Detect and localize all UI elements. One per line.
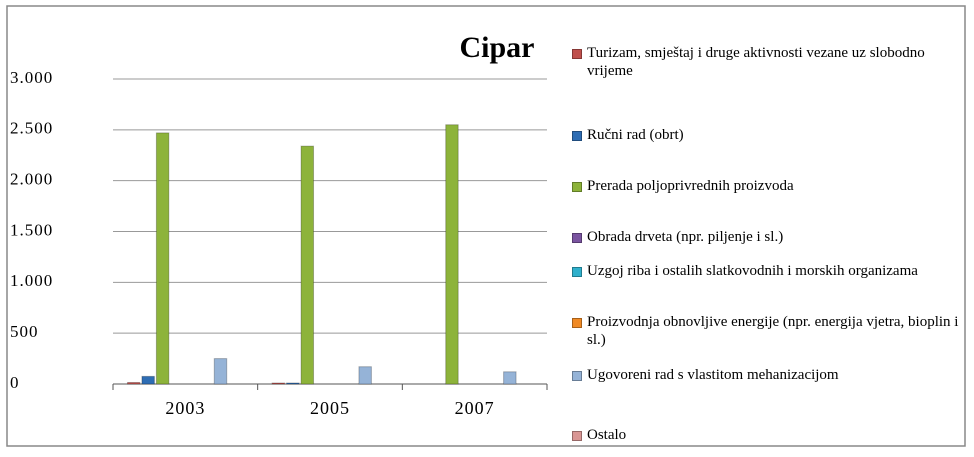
legend-swatch [572, 131, 582, 141]
legend-item: Turizam, smještaj i druge aktivnosti vez… [572, 44, 962, 80]
y-tick-label: 500 [10, 322, 39, 341]
legend-label: Ručni rad (obrt) [587, 127, 684, 143]
legend-label: Prerada poljoprivrednih proizvoda [587, 178, 794, 194]
legend-item: Uzgoj riba i ostalih slatkovodnih i mors… [572, 262, 962, 280]
bar [503, 371, 517, 385]
bar [141, 375, 155, 385]
bar [286, 382, 300, 385]
bar [445, 124, 459, 385]
bar [271, 382, 286, 385]
bar [300, 145, 315, 385]
legend-item: Ručni rad (obrt) [572, 126, 962, 144]
x-tick-label: 2007 [455, 398, 495, 418]
legend-label: Obrada drveta (npr. piljenje i sl.) [587, 229, 784, 245]
chart-title: Cipar [460, 31, 535, 64]
bar [213, 358, 228, 385]
x-tick-label: 2005 [310, 398, 350, 418]
legend-label: Ostalo [587, 427, 627, 443]
legend-item: Ostalo [572, 426, 962, 444]
y-tick-label: 2.500 [10, 119, 53, 138]
y-tick-label: 1.000 [10, 271, 53, 290]
bar [126, 381, 141, 385]
legend-swatch [572, 182, 582, 192]
legend-label: Ugovoreni rad s vlastitom mehanizacijom [587, 367, 839, 383]
bar [155, 132, 170, 385]
y-tick-label: 1.500 [10, 220, 53, 239]
legend-swatch [572, 233, 582, 243]
y-tick-label: 3.000 [10, 68, 53, 87]
legend-swatch [572, 431, 582, 441]
legend-label: Uzgoj riba i ostalih slatkovodnih i mors… [587, 263, 918, 279]
legend-item: Prerada poljoprivrednih proizvoda [572, 177, 962, 195]
legend-item: Proizvodnja obnovljive energije (npr. en… [572, 313, 962, 349]
legend-swatch [572, 49, 582, 59]
x-tick-label: 2003 [165, 398, 205, 418]
legend-swatch [572, 371, 582, 381]
bar [358, 366, 372, 385]
legend-swatch [572, 318, 582, 328]
legend-swatch [572, 267, 582, 277]
legend-label: Turizam, smještaj i druge aktivnosti vez… [587, 45, 925, 79]
y-tick-label: 2.000 [10, 170, 53, 189]
y-tick-label: 0 [10, 373, 20, 392]
legend-item: Obrada drveta (npr. piljenje i sl.) [572, 228, 962, 246]
legend-item: Ugovoreni rad s vlastitom mehanizacijom [572, 366, 962, 384]
legend-label: Proizvodnja obnovljive energije (npr. en… [587, 314, 959, 348]
